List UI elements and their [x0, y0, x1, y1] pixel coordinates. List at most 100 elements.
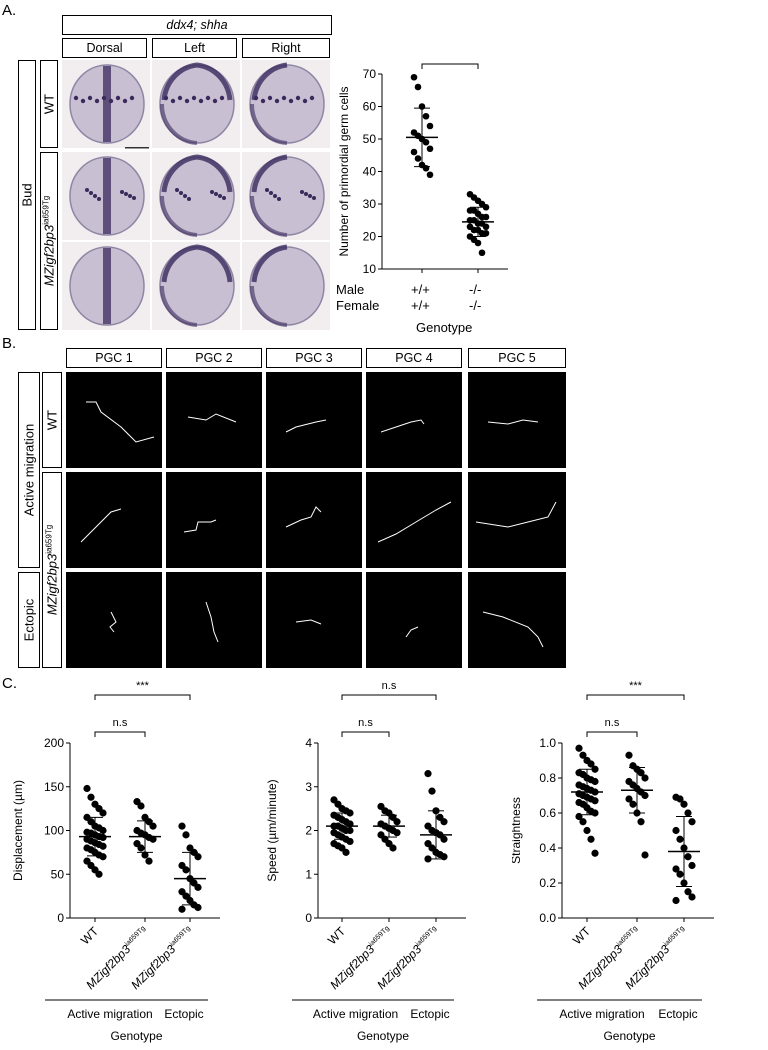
- y-axis-label: Displacement (µm): [11, 780, 25, 881]
- cell-track-path: [187, 413, 237, 423]
- pgc-spot: [191, 95, 197, 101]
- data-point: [684, 809, 692, 817]
- data-point: [137, 844, 145, 852]
- data-point: [137, 802, 145, 810]
- data-point: [99, 853, 107, 861]
- track-panel-pgc2: [166, 372, 262, 468]
- data-point: [672, 896, 680, 905]
- data-point: [95, 870, 103, 878]
- y-tick-label: 100: [44, 824, 64, 838]
- significance-label: ***: [444, 55, 458, 61]
- y-tick-label: 200: [44, 736, 64, 750]
- panel-b-letter: B.: [2, 335, 17, 352]
- margin-stain: [251, 154, 288, 193]
- x-tick-label-allele: ia659Tg: [616, 925, 639, 948]
- data-point: [426, 171, 434, 179]
- track-background: [468, 372, 566, 468]
- data-point: [629, 800, 637, 808]
- data-point: [440, 818, 448, 826]
- pgc-spot: [267, 95, 273, 101]
- pgc-spot: [132, 196, 136, 200]
- embryo-image-right: [242, 152, 330, 240]
- data-point: [482, 229, 490, 237]
- pgc-spot: [128, 194, 132, 198]
- pgc-spot: [175, 188, 179, 192]
- data-point: [194, 903, 202, 912]
- stage-label-box: Bud: [18, 60, 36, 330]
- data-point: [83, 784, 91, 793]
- data-point: [625, 751, 633, 759]
- data-point: [145, 857, 153, 865]
- x-tick-label-allele: ia659Tg: [368, 925, 391, 948]
- pgc-spot: [304, 192, 308, 196]
- embryo-image-dorsal: [62, 242, 150, 330]
- pgc-spot: [281, 95, 287, 101]
- data-point: [637, 769, 645, 777]
- x-axis-label: Genotype: [603, 1029, 655, 1043]
- data-point: [178, 905, 186, 913]
- significance-bracket: [421, 63, 479, 69]
- pgc-spot: [277, 197, 281, 201]
- track-row-label-wt-box: WT: [42, 372, 62, 468]
- data-point: [676, 835, 684, 843]
- data-point: [428, 787, 436, 795]
- pgc-spot: [219, 95, 225, 101]
- pgc-label: PGC 2: [195, 351, 233, 365]
- pgc-spot: [184, 98, 190, 104]
- data-point: [591, 777, 599, 786]
- data-point: [641, 851, 649, 859]
- pgc-label: PGC 3: [295, 351, 333, 365]
- embryo-image-right: [242, 242, 330, 330]
- row-label-mutant: MZigf2bp3ia659Tg: [41, 195, 57, 287]
- data-point: [591, 797, 599, 805]
- pgc-spot: [170, 98, 176, 104]
- data-point: [625, 795, 633, 803]
- significance-bracket: [586, 731, 638, 737]
- data-point: [672, 826, 680, 835]
- track-panel-pgc5: [468, 372, 566, 468]
- cell-track-path: [380, 419, 425, 433]
- track-panel-pgc2: [166, 572, 262, 668]
- y-tick-label: 0: [57, 911, 64, 925]
- data-point: [478, 249, 486, 257]
- pgc-spot: [183, 194, 187, 198]
- x-tick-label: WT: [570, 924, 594, 948]
- cell-track-path: [295, 619, 322, 625]
- x-tick-label-gene: MZigf2bp3: [575, 942, 625, 992]
- y-tick-label: 0.2: [539, 876, 556, 890]
- data-point: [410, 73, 418, 81]
- pgc-spot: [295, 95, 301, 101]
- data-point: [99, 842, 107, 850]
- data-point: [424, 770, 432, 778]
- column-label: Dorsal: [86, 41, 123, 55]
- track-panel-pgc5: [468, 472, 566, 568]
- track-background: [66, 472, 162, 568]
- pgc-header-2: PGC 2: [166, 348, 262, 368]
- pgc-spot: [222, 196, 226, 200]
- pgc-header-3: PGC 3: [266, 348, 362, 368]
- margin-stain: [161, 154, 233, 193]
- row-label-wt-box: WT: [40, 60, 58, 148]
- data-point: [182, 866, 190, 874]
- track-panel-pgc3: [266, 372, 362, 468]
- cell-track-path: [285, 506, 322, 528]
- x-axis-label: Genotype: [110, 1029, 162, 1043]
- data-point: [149, 822, 157, 830]
- y-tick-label: 0.4: [539, 841, 556, 855]
- group-label-active: Active migration: [21, 423, 37, 517]
- data-point: [684, 888, 692, 896]
- y-tick-label: 70: [363, 67, 377, 81]
- data-point: [87, 793, 95, 801]
- data-point: [591, 809, 599, 817]
- data-point: [393, 829, 401, 837]
- pgc-spot: [122, 98, 128, 104]
- y-tick-label: 150: [44, 780, 64, 794]
- scale-bar-line: [125, 147, 149, 149]
- pgc-label: PGC 5: [498, 351, 536, 365]
- pgc-spot: [179, 191, 183, 195]
- data-point: [414, 83, 422, 91]
- significance-label: ***: [136, 680, 150, 692]
- panel-a-genotype-xlabel: Genotype: [416, 320, 473, 335]
- cell-track-path: [487, 419, 539, 425]
- pgc-spot: [163, 95, 169, 101]
